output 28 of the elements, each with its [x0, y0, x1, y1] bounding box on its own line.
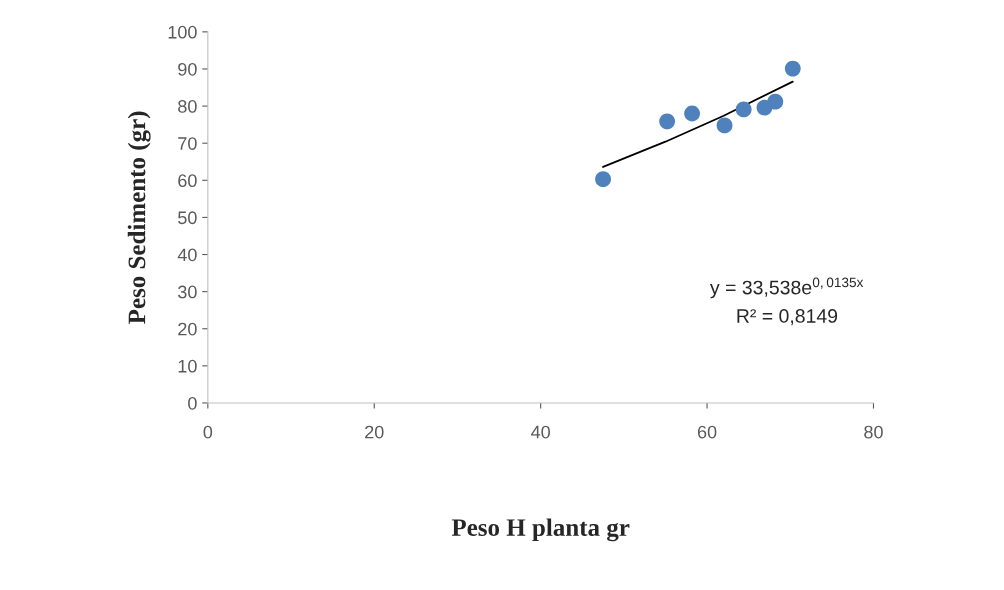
x-axis-title: Peso H planta gr: [451, 518, 630, 542]
annotation: y = 33,538e$^{0,0135x}$: [709, 277, 864, 299]
x-tick-label: 0: [203, 425, 213, 439]
y-tick-label: 10: [178, 359, 197, 373]
point: [784, 60, 801, 77]
y-axis-title: Peso Sedimento (gr): [127, 111, 151, 324]
x-tick-label: 60: [697, 425, 717, 439]
x-tick-label: 20: [365, 425, 384, 439]
y-tick-label: 20: [178, 322, 197, 336]
point: [735, 101, 752, 118]
y-tick-label: 30: [178, 285, 197, 299]
point: [595, 171, 611, 188]
y-tick-label: 0: [188, 396, 197, 410]
point: [767, 93, 784, 110]
line-series: [602, 80, 794, 168]
point: [716, 117, 733, 134]
y-tick-label: 100: [168, 25, 197, 39]
y-tick-label: 50: [178, 211, 197, 225]
y-tick-label: 40: [177, 248, 197, 262]
y-tick-label: 80: [178, 100, 197, 113]
x-tick-label: 80: [864, 425, 883, 439]
x-tick-label: 40: [531, 425, 550, 439]
y-tick-label: 90: [178, 62, 197, 76]
point: [659, 113, 676, 130]
annotation: R² = 0,8149: [737, 309, 838, 326]
y-tick-label: 70: [178, 137, 197, 150]
y-tick-label: 60: [178, 174, 197, 188]
point: [684, 105, 701, 122]
